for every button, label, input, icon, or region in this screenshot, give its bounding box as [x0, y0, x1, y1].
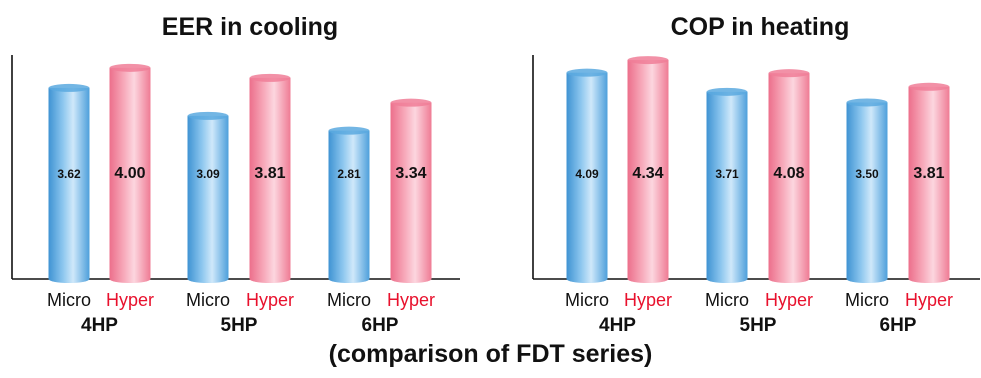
value-label-6hp-micro: 3.50	[855, 167, 879, 181]
bar-5hp-hyper-cop	[768, 69, 810, 283]
chart-title-cop: COP in heating	[670, 13, 850, 41]
bar-5hp-micro-eer	[187, 111, 229, 283]
tick-label-hyper: Hyper	[765, 290, 813, 310]
figure-caption: (comparison of FDT series)	[328, 340, 653, 368]
value-label-6hp-hyper: 3.34	[395, 165, 426, 182]
group-label-4hp: 4HP	[599, 315, 636, 336]
value-label-4hp-hyper: 4.34	[632, 165, 663, 182]
value-label-4hp-hyper: 4.00	[114, 165, 145, 182]
bar-6hp-hyper-cop	[908, 82, 950, 283]
value-label-6hp-hyper: 3.81	[913, 165, 944, 182]
value-label-4hp-micro: 3.62	[57, 167, 81, 181]
value-label-4hp-micro: 4.09	[575, 167, 599, 181]
tick-label-hyper: Hyper	[624, 290, 672, 310]
tick-label-micro: Micro	[327, 290, 371, 310]
tick-label-micro: Micro	[565, 290, 609, 310]
tick-label-hyper: Hyper	[106, 290, 154, 310]
value-label-5hp-hyper: 4.08	[773, 165, 804, 182]
bar-6hp-hyper-eer	[390, 98, 432, 283]
group-label-6hp: 6HP	[880, 315, 917, 336]
bar-4hp-micro-eer	[48, 83, 90, 283]
tick-label-micro: Micro	[186, 290, 230, 310]
tick-label-hyper: Hyper	[387, 290, 435, 310]
tick-label-micro: Micro	[705, 290, 749, 310]
value-label-5hp-micro: 3.71	[715, 167, 739, 181]
value-label-5hp-micro: 3.09	[196, 167, 220, 181]
group-label-4hp: 4HP	[81, 315, 118, 336]
tick-label-hyper: Hyper	[905, 290, 953, 310]
bar-5hp-hyper-eer	[249, 73, 291, 283]
bar-6hp-micro-cop	[846, 98, 888, 283]
bar-4hp-micro-cop	[566, 68, 608, 283]
bar-5hp-micro-cop	[706, 87, 748, 283]
value-label-6hp-micro: 2.81	[337, 167, 361, 181]
bar-4hp-hyper-cop	[627, 56, 669, 283]
chart-title-eer: EER in cooling	[161, 13, 339, 41]
group-label-5hp: 5HP	[740, 315, 777, 336]
group-label-5hp: 5HP	[221, 315, 258, 336]
group-label-6hp: 6HP	[362, 315, 399, 336]
tick-label-micro: Micro	[845, 290, 889, 310]
tick-label-micro: Micro	[47, 290, 91, 310]
value-label-5hp-hyper: 3.81	[254, 165, 285, 182]
tick-label-hyper: Hyper	[246, 290, 294, 310]
bar-6hp-micro-eer	[328, 126, 370, 283]
bar-4hp-hyper-eer	[109, 63, 151, 283]
